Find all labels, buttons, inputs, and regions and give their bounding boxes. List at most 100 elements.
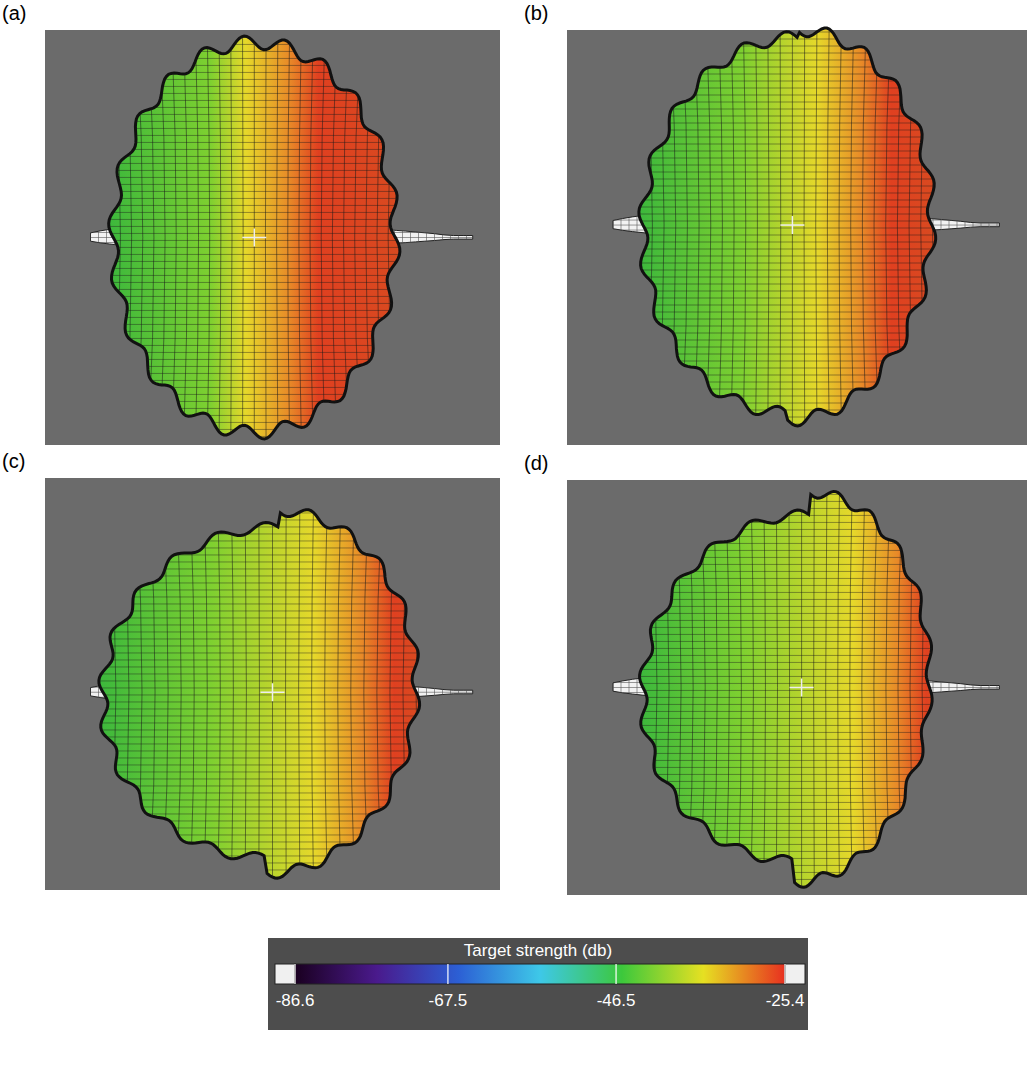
mesh-line <box>191 506 195 879</box>
panel-label: (b) <box>524 2 548 24</box>
lobe-mesh <box>103 37 405 437</box>
mesh-line <box>172 37 176 437</box>
mesh-line <box>934 487 941 887</box>
colorbar-tick <box>447 964 448 984</box>
colorbar-tick <box>294 964 295 984</box>
mesh-line <box>874 25 878 425</box>
lobe-mesh <box>635 25 949 425</box>
scattering-lobe <box>109 36 400 439</box>
mesh-line <box>312 506 314 879</box>
mesh-line <box>429 506 436 879</box>
mesh-line <box>390 506 395 879</box>
mesh-line <box>719 25 723 425</box>
figure: (a) (b) (c) (d) Target strength (db)-86.6-67… <box>0 0 1031 1083</box>
mesh-line <box>670 25 676 425</box>
mesh-line <box>299 37 301 437</box>
panel-background <box>45 30 500 445</box>
mesh-line <box>850 487 852 887</box>
colorbar-tick <box>784 964 785 984</box>
mesh-line <box>196 37 199 437</box>
mesh-line <box>827 25 829 425</box>
crosshair <box>254 229 256 247</box>
mesh-line <box>321 37 325 437</box>
mesh-line <box>288 37 290 437</box>
mesh-line <box>103 436 405 437</box>
mesh-line <box>231 37 232 437</box>
colorbar-bar <box>295 964 785 984</box>
mesh-line <box>851 25 854 425</box>
panel: (d) <box>524 452 1027 895</box>
mesh-line <box>707 25 711 425</box>
colorbar-tick-label: -67.5 <box>429 991 468 1010</box>
mesh-line <box>355 37 360 437</box>
mesh-line <box>909 25 915 425</box>
colorbar: Target strength (db)-86.6-67.5-46.5-25.4 <box>268 938 808 1030</box>
mesh-line <box>99 505 447 506</box>
mesh-line <box>801 487 802 887</box>
mesh-line <box>792 25 793 425</box>
mesh-line <box>764 487 766 887</box>
mesh-line <box>886 25 891 425</box>
mesh-line <box>874 487 878 887</box>
mesh-line <box>932 25 939 425</box>
mesh-line <box>150 506 155 879</box>
panel-label: (a) <box>2 2 26 24</box>
mesh-line <box>245 506 246 879</box>
mesh-line <box>921 25 928 425</box>
mesh-line <box>207 37 209 437</box>
mesh-line <box>103 37 405 38</box>
mesh-line <box>688 487 693 887</box>
mesh-line <box>635 25 949 26</box>
mesh-line <box>258 506 260 879</box>
mesh-line <box>125 37 132 437</box>
mesh-line <box>325 506 327 879</box>
mesh-line <box>922 487 928 887</box>
mesh-line <box>826 487 827 887</box>
mesh-line <box>640 501 964 502</box>
mesh-line <box>99 512 447 513</box>
mesh-line <box>377 506 382 879</box>
mesh-line <box>726 487 730 887</box>
mesh-line <box>99 519 447 520</box>
mesh-line <box>338 506 341 879</box>
mesh-line <box>640 494 964 495</box>
crosshair <box>801 679 803 697</box>
colorbar-background <box>268 938 808 1030</box>
mesh-line <box>254 37 255 437</box>
crosshair <box>272 683 274 701</box>
colorbar-title: Target strength (db) <box>464 941 612 960</box>
panel-label: (d) <box>524 452 548 474</box>
mesh-line <box>310 37 313 437</box>
mesh-line <box>839 25 841 425</box>
mesh-line <box>218 506 220 879</box>
panel: (c) <box>2 450 500 890</box>
mesh-line <box>344 37 349 437</box>
mesh-line <box>738 487 741 887</box>
mesh-line <box>910 487 915 887</box>
mesh-line <box>682 25 687 425</box>
mesh-line <box>650 487 657 887</box>
mesh-line <box>149 37 154 437</box>
mesh-line <box>113 37 120 437</box>
mesh-line <box>816 25 817 425</box>
mesh-line <box>657 25 664 425</box>
panel: (a) <box>2 2 500 445</box>
mesh-line <box>332 37 336 437</box>
mesh-line <box>366 37 372 437</box>
mesh-line <box>277 37 278 437</box>
panel-background <box>567 480 1027 895</box>
mesh-line <box>416 506 423 879</box>
mesh-line <box>700 487 705 887</box>
lobe-mesh <box>640 487 964 887</box>
mesh-line <box>946 487 953 887</box>
mesh-line <box>675 487 681 887</box>
mesh-line <box>160 37 165 437</box>
mesh-line <box>136 506 142 879</box>
mesh-line <box>756 25 758 425</box>
mesh-line <box>768 25 769 425</box>
mesh-line <box>838 487 840 887</box>
mesh-line <box>645 25 652 425</box>
mesh-line <box>751 487 753 887</box>
mesh-line <box>364 506 368 879</box>
mesh-line <box>776 487 777 887</box>
